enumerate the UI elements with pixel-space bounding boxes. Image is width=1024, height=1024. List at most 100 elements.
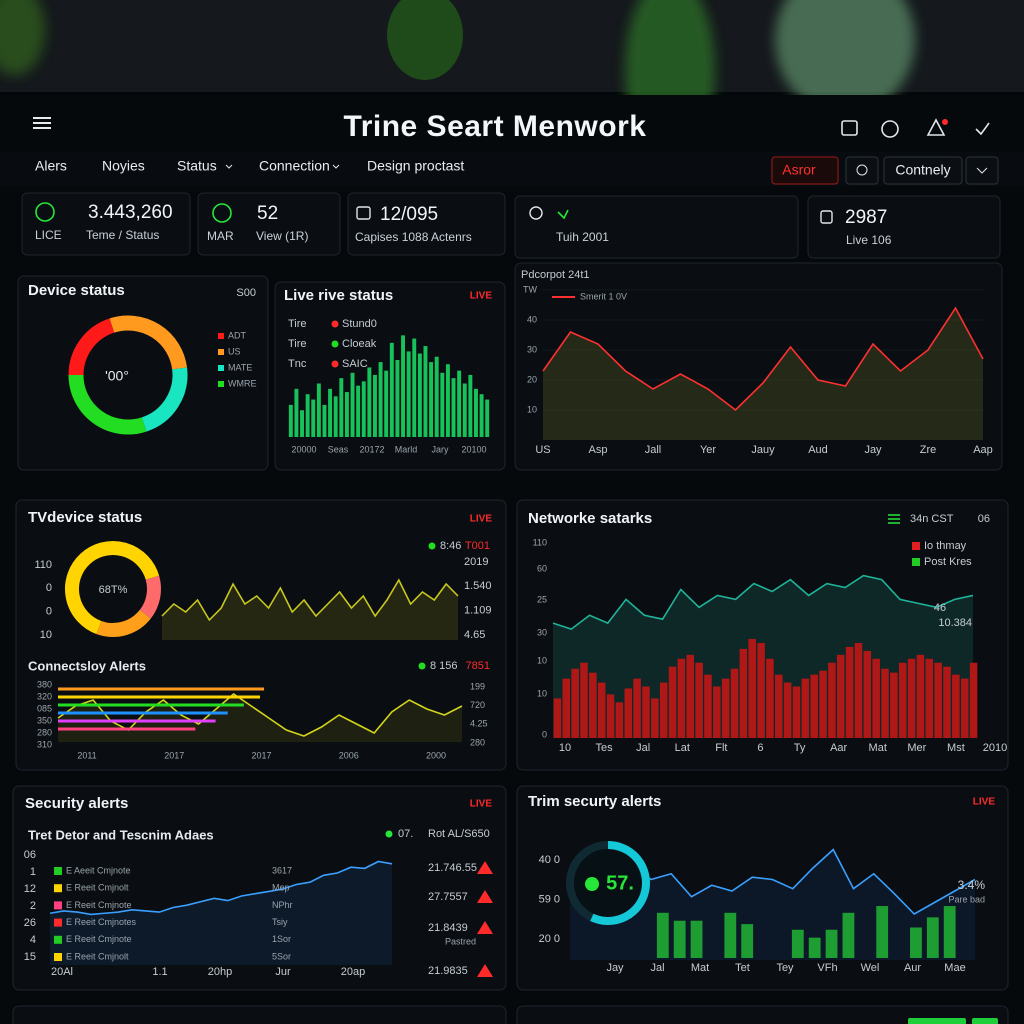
- bar: [642, 686, 650, 738]
- bar: [350, 372, 355, 437]
- refresh-icon: [856, 164, 868, 176]
- bar: [485, 399, 490, 437]
- menu-icon[interactable]: [33, 117, 51, 129]
- x-tick-label: Asp: [589, 444, 608, 456]
- nav-item[interactable]: Alers: [35, 158, 67, 174]
- annotation: 46: [934, 602, 946, 614]
- y-tick-label: 4.25: [470, 719, 488, 729]
- legend-label: WMRE: [228, 378, 257, 388]
- bar: [597, 682, 606, 738]
- legend-swatch: [218, 333, 224, 339]
- bar: [842, 912, 855, 958]
- bar: [322, 404, 327, 437]
- y-tick-label: 1: [30, 866, 36, 878]
- y-tick-label: 280: [37, 727, 52, 737]
- bar: [748, 639, 756, 738]
- legend-dot: [418, 662, 426, 670]
- y-tick-label: 12: [24, 883, 36, 895]
- bar: [378, 362, 383, 437]
- bar: [934, 662, 942, 738]
- y-tick-label: 25: [537, 594, 547, 604]
- bar: [417, 353, 422, 437]
- bar: [943, 906, 956, 958]
- row-name: E Reeit Cmjnolt: [66, 883, 129, 893]
- icon-button[interactable]: [881, 120, 899, 138]
- x-tick-label: Aap: [973, 444, 993, 456]
- x-tick-label: Lat: [675, 742, 690, 754]
- bar: [741, 924, 754, 958]
- legend-swatch: [218, 349, 224, 355]
- stat-icon: [529, 206, 543, 220]
- bar: [791, 929, 804, 958]
- leaf: [0, 0, 45, 75]
- y-tick-label: 40 0: [539, 854, 560, 866]
- filter-button[interactable]: [771, 156, 839, 185]
- app-title: Trine Seart Menwork: [344, 110, 647, 143]
- stat-value: 12/095: [380, 204, 438, 225]
- bar: [440, 372, 445, 437]
- nav-item[interactable]: Design proctast: [367, 158, 464, 174]
- bottom-button[interactable]: [972, 1018, 998, 1024]
- filter-label[interactable]: Asror: [782, 162, 816, 178]
- bar: [367, 367, 372, 437]
- dropdown-button[interactable]: [965, 156, 999, 185]
- stat-card: [807, 195, 1001, 259]
- y-tick-label: 10: [537, 655, 547, 665]
- bar: [356, 385, 361, 437]
- x-tick-label: Mst: [947, 742, 965, 754]
- x-tick-label: Mer: [907, 742, 926, 754]
- x-tick-label: 2017: [251, 750, 271, 760]
- bar: [792, 686, 801, 738]
- x-tick-label: Yer: [700, 444, 716, 456]
- stat-caption: Live 106: [846, 233, 892, 247]
- mode-label[interactable]: Contnely: [895, 162, 950, 178]
- nav-item[interactable]: Status: [177, 158, 217, 174]
- x-tick-label: Marld: [395, 444, 418, 454]
- stat-value: 52: [257, 203, 278, 224]
- alert-icon[interactable]: [477, 890, 493, 903]
- bar: [926, 917, 939, 958]
- donut-segment: [139, 575, 161, 619]
- row-name: E Reeit Cmjnotes: [66, 917, 137, 927]
- bar: [344, 392, 349, 437]
- nav-item[interactable]: Connection: [259, 158, 330, 174]
- stat-icons-light: [356, 206, 833, 224]
- y-tick-label: 110: [533, 537, 547, 547]
- nav-item[interactable]: Noyies: [102, 158, 145, 174]
- icon-button[interactable]: [926, 118, 946, 136]
- y-tick-label: TW: [523, 284, 537, 294]
- x-tick-label: Zre: [920, 444, 937, 456]
- y-tick-label: 10: [40, 629, 52, 641]
- bar: [288, 404, 293, 437]
- icon-button[interactable]: [975, 122, 990, 136]
- alert-icon[interactable]: [477, 964, 493, 977]
- bar: [395, 359, 400, 437]
- bar: [339, 378, 344, 437]
- y-tick-label: 15: [24, 951, 36, 963]
- x-tick-label: 1.1: [152, 966, 167, 978]
- legend-label: 8 156: [430, 660, 458, 672]
- y-tick-label: 30: [537, 627, 547, 637]
- refresh-button[interactable]: [845, 156, 879, 185]
- bottom-button[interactable]: [908, 1018, 966, 1024]
- alert-icon[interactable]: [477, 921, 493, 934]
- mode-button[interactable]: [883, 156, 963, 185]
- row-swatch: [54, 918, 62, 927]
- bar: [907, 658, 916, 738]
- donut-segment: [68, 318, 115, 376]
- x-tick-label: Jal: [650, 962, 664, 974]
- alert-icon[interactable]: [477, 861, 493, 874]
- bar: [333, 396, 338, 437]
- y-tick-label: 2: [30, 900, 36, 912]
- x-tick-label: Aar: [830, 742, 847, 754]
- stat-icon: [557, 209, 569, 220]
- x-tick-label: 2000: [426, 750, 446, 760]
- icon-button[interactable]: [841, 120, 858, 136]
- bar: [810, 674, 818, 738]
- row-swatch: [54, 884, 62, 893]
- x-tick-label: Mat: [869, 742, 887, 754]
- bar: [624, 688, 633, 738]
- stat-card: [197, 192, 341, 256]
- bar: [854, 642, 863, 738]
- bar: [434, 356, 439, 437]
